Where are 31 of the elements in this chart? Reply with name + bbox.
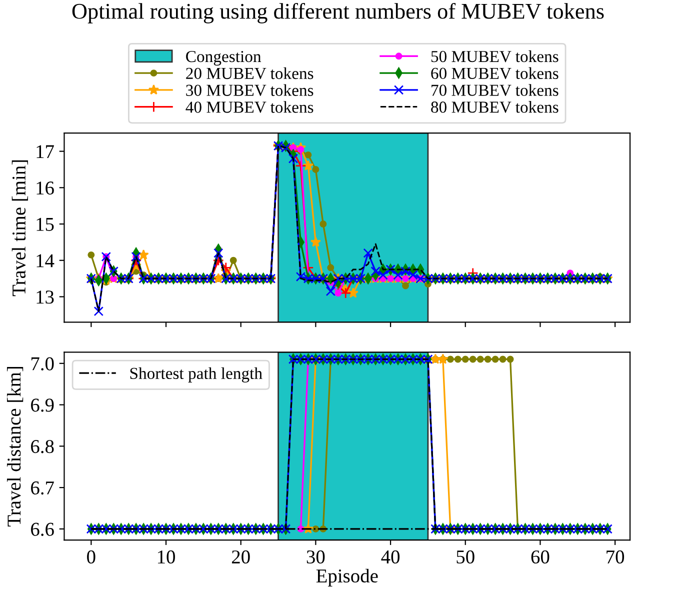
y-axis-title: Travel distance [km] xyxy=(7,366,24,526)
x-tick-label: 50 xyxy=(456,550,474,564)
legend-label: Shortest path length xyxy=(130,367,262,382)
y-tick-label: 15 xyxy=(36,218,54,231)
chart-title: Optimal routing using different numbers of MUBEV tokens xyxy=(72,2,604,24)
y-tick-label: 16 xyxy=(36,182,54,195)
x-tick-label: 70 xyxy=(606,550,624,564)
y-tick-label: 6.6 xyxy=(31,522,54,536)
x-tick-label: 20 xyxy=(232,550,250,564)
y-tick-label: 7.0 xyxy=(31,357,54,370)
legend-label: 40 MUBEV tokens xyxy=(186,101,314,113)
x-tick-label: 40 xyxy=(381,550,400,564)
legend-label: 80 MUBEV tokens xyxy=(431,101,558,113)
y-tick-label: 6.7 xyxy=(31,481,54,495)
y-tick-label: 13 xyxy=(36,290,54,304)
legend-label: Congestion xyxy=(186,50,262,66)
x-tick-label: 0 xyxy=(87,550,96,564)
y-axis-title: Travel time [min] xyxy=(12,160,28,296)
y-tick-label: 17 xyxy=(36,145,54,158)
legend-label: 30 MUBEV tokens xyxy=(186,84,314,96)
y-tick-label: 6.9 xyxy=(31,398,54,412)
y-tick-label: 14 xyxy=(36,254,54,268)
legend-label: 50 MUBEV tokens xyxy=(431,50,558,62)
legend-label: 70 MUBEV tokens xyxy=(432,84,558,96)
x-axis-title: Episode xyxy=(316,568,378,586)
x-tick-label: 60 xyxy=(531,550,550,564)
legend-label: 20 MUBEV tokens xyxy=(186,67,314,80)
x-tick-label: 30 xyxy=(306,550,325,564)
legend-label: 60 MUBEV tokens xyxy=(431,67,558,80)
y-tick-label: 6.8 xyxy=(31,440,54,454)
x-tick-label: 10 xyxy=(158,550,175,564)
